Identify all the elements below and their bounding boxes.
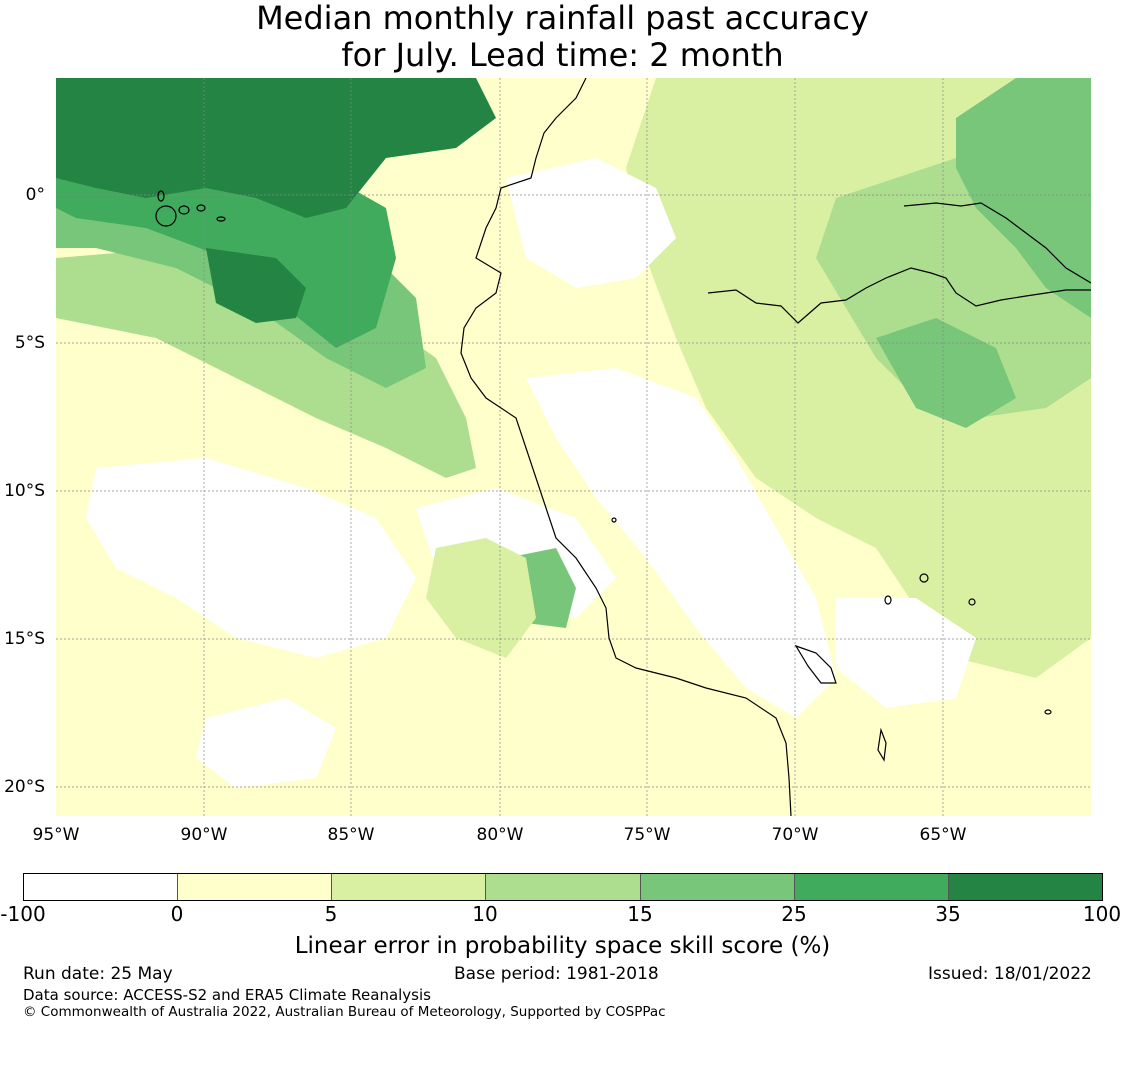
lon-label-70w: 70°W	[771, 825, 819, 845]
issued-date: Issued: 18/01/2022	[928, 964, 1092, 984]
lon-label-65w: 65°W	[919, 825, 967, 845]
coastal-green-band	[56, 248, 476, 478]
coast-white-strip	[526, 368, 836, 718]
lat-label-15s: 15°S	[4, 629, 45, 649]
lon-label-95w: 95°W	[32, 825, 80, 845]
northern-river	[903, 202, 1091, 284]
colorbar-tick: 10	[472, 902, 498, 926]
title-line-1: Median monthly rainfall past accuracy	[256, 0, 869, 37]
copyright: © Commonwealth of Australia 2022, Austra…	[23, 1004, 666, 1020]
amazon-upper-field	[956, 78, 1091, 318]
lat-label-10s: 10°S	[4, 481, 45, 501]
map-panel	[56, 78, 1091, 816]
colorbar-bin	[794, 874, 949, 900]
colorbar-tick: 35	[935, 902, 961, 926]
north-ocean-patch	[206, 248, 306, 323]
data-source: Data source: ACCESS-S2 and ERA5 Climate …	[23, 986, 431, 1004]
lon-label-80w: 80°W	[476, 825, 524, 845]
northwest-ocean-field	[56, 78, 496, 218]
colorbar-tick: 100	[1082, 902, 1122, 926]
run-date: Run date: 25 May	[23, 964, 173, 984]
title-line-2: for July. Lead time: 2 month	[341, 36, 784, 74]
base-period: Base period: 1981-2018	[454, 964, 659, 984]
lon-label-90w: 90°W	[180, 825, 228, 845]
amazon-center-patch	[876, 318, 1016, 428]
colorbar-tick: 25	[781, 902, 807, 926]
colorbar-bin	[948, 874, 1102, 900]
colorbar-label: Linear error in probability space skill …	[294, 933, 831, 959]
colorbar-tick: 0	[170, 902, 184, 926]
coastline	[460, 78, 792, 816]
colorbar-tick: -100	[0, 902, 46, 926]
colorbar	[23, 873, 1103, 901]
colorbar-bin	[178, 874, 333, 900]
inland-lakes	[611, 517, 1052, 762]
lat-label-20s: 20°S	[4, 777, 45, 797]
south-white-patch	[196, 698, 336, 788]
galapagos-islands	[155, 190, 226, 227]
lat-label-5s: 5°S	[14, 333, 45, 353]
east-white-patch	[836, 598, 976, 708]
map-grid	[56, 78, 1091, 816]
skill-map	[56, 78, 1091, 816]
north-coast-white	[506, 158, 676, 288]
colorbar-tick: 15	[627, 902, 653, 926]
chart-title: Median monthly rainfall past accuracy fo…	[0, 0, 1125, 74]
colorbar-bin	[640, 874, 795, 900]
colorbar-bin	[332, 874, 487, 900]
southwest-white-field	[86, 458, 416, 658]
lon-label-85w: 85°W	[327, 825, 375, 845]
colorbar-bin	[24, 874, 179, 900]
lat-label-0: 0°	[25, 185, 45, 205]
south-lightgreen-patch	[426, 538, 536, 658]
colorbar-bin	[486, 874, 641, 900]
amazon-river	[707, 267, 1091, 324]
colorbar-tick: 5	[324, 902, 338, 926]
lon-label-75w: 75°W	[623, 825, 671, 845]
